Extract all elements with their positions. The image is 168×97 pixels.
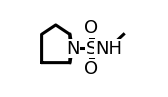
- Text: O: O: [85, 60, 99, 78]
- Text: O: O: [85, 19, 99, 37]
- Text: S: S: [86, 39, 97, 58]
- Bar: [89, 46, 94, 51]
- Text: NH: NH: [95, 39, 122, 58]
- Text: N: N: [66, 39, 79, 58]
